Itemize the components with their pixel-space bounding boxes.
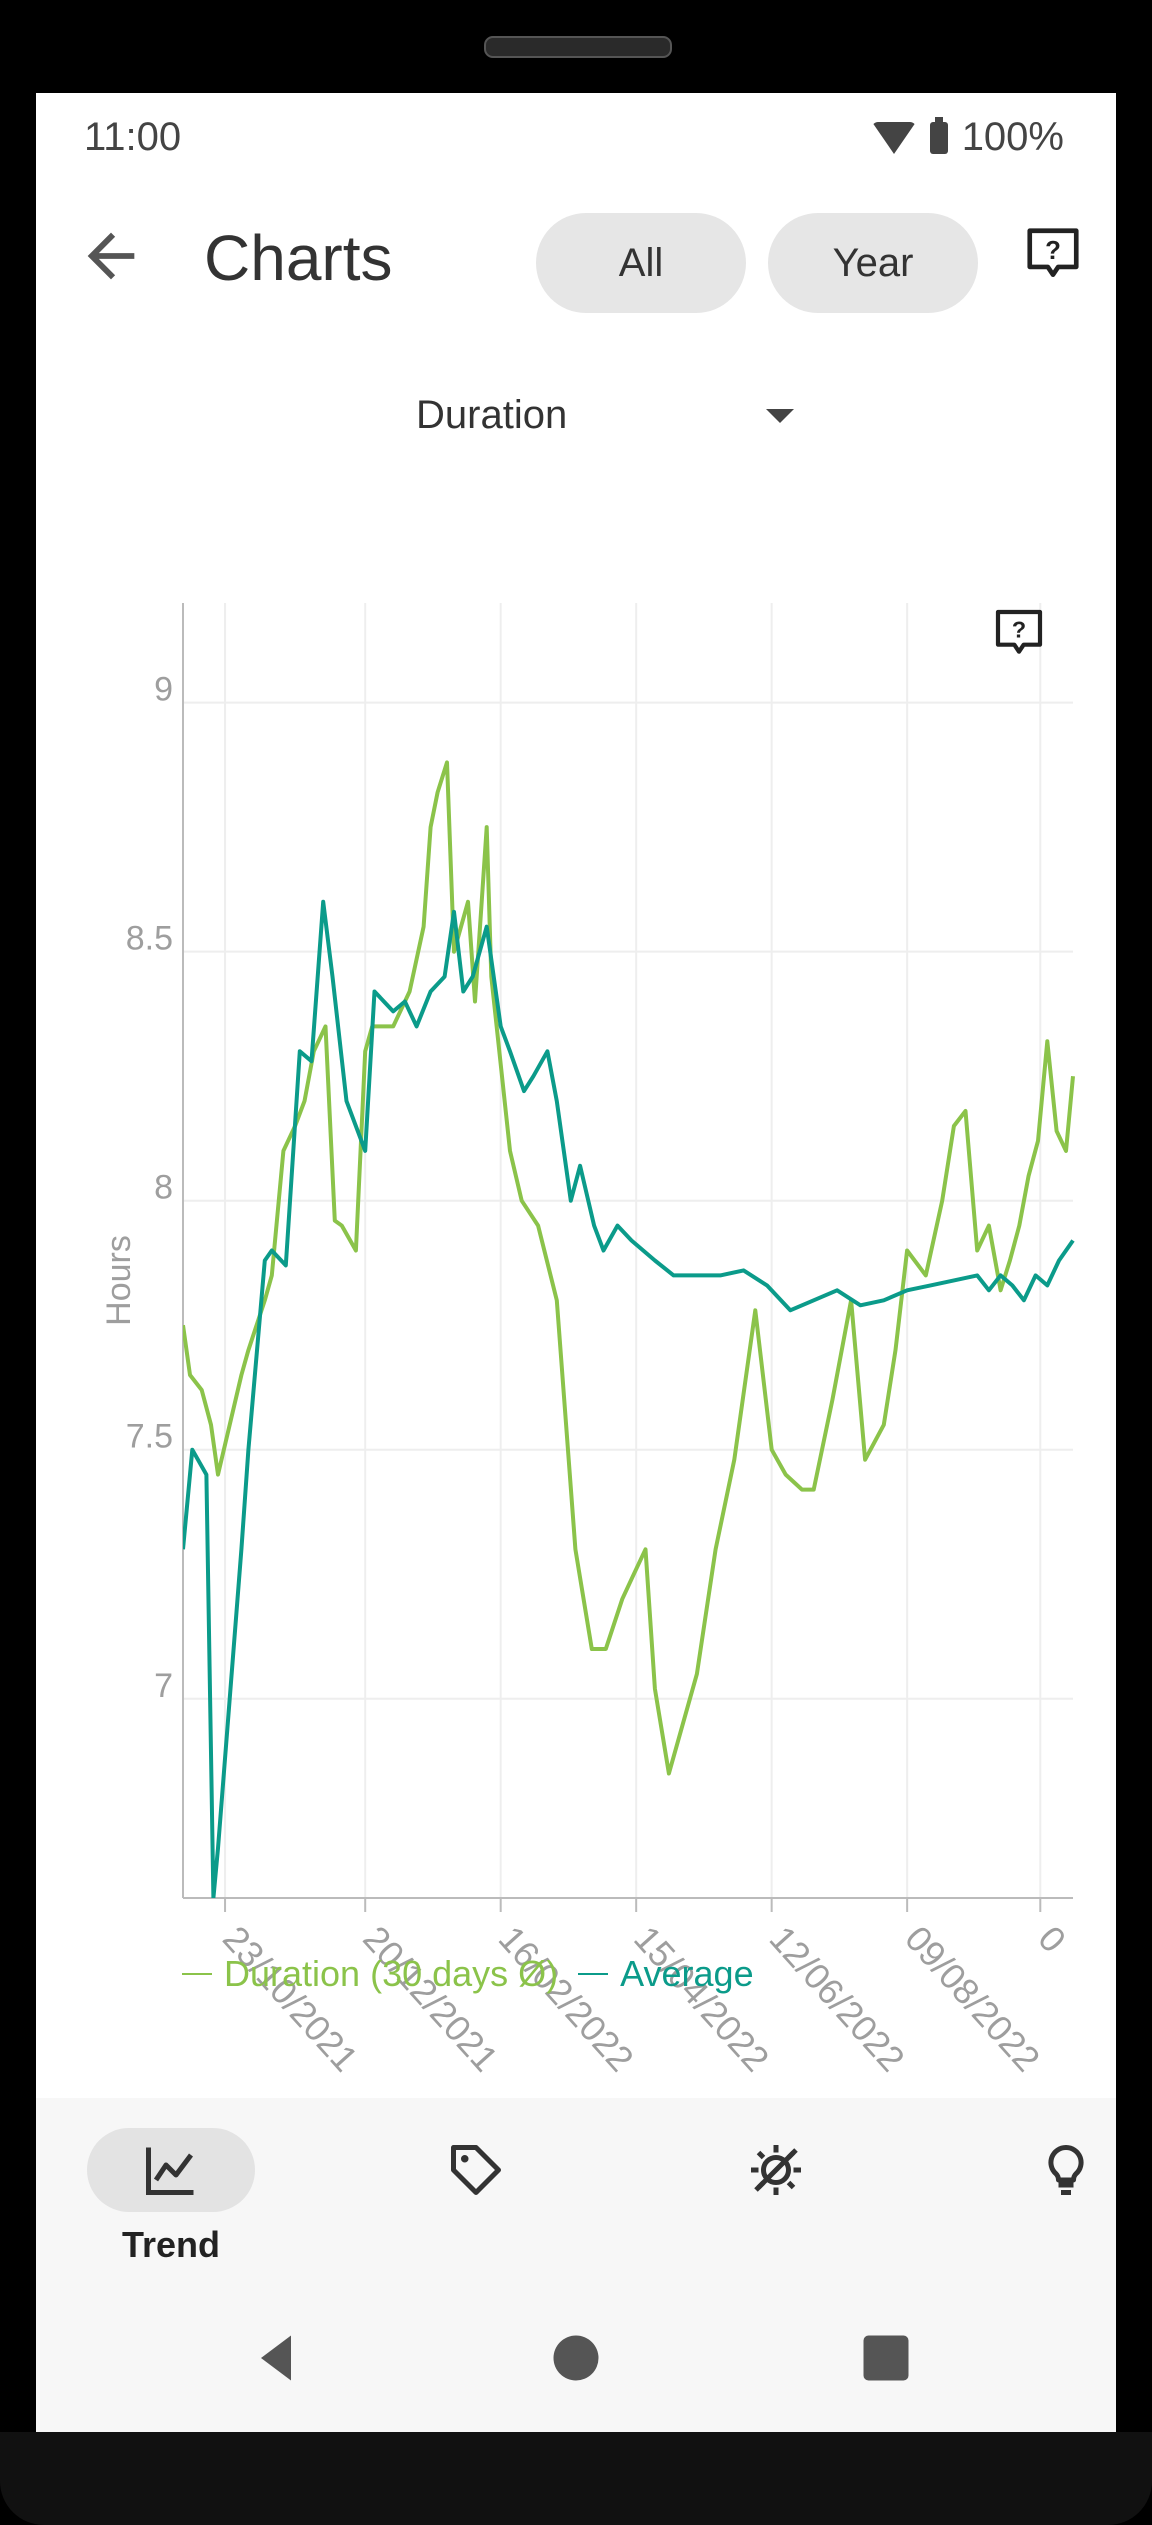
system-back-icon[interactable] [246,2328,306,2388]
x-tick-label-3: 15/04/2022 [626,1918,777,2079]
weather-icon [751,2145,801,2195]
x-tick-label-5: 09/08/2022 [897,1918,1048,2079]
status-bar: 11:00 100% [36,93,1116,183]
help-icon[interactable]: ? [1022,223,1084,285]
app-bar: Charts All Year ? [36,203,1116,313]
bottom-navigation: Trend [36,2098,1116,2432]
system-home-icon[interactable] [546,2328,606,2388]
legend-line-average [578,1973,609,1975]
series-line-0 [183,760,1075,1776]
x-tick-label-6: 0 [1030,1918,1074,1960]
y-axis-title: Hours [100,1235,138,1326]
x-tick-label-0: 23/10/2021 [215,1918,366,2079]
metric-dropdown[interactable]: Duration [416,383,816,463]
system-recents-icon[interactable] [856,2328,916,2388]
y-tick-label-0: 7 [154,1667,173,1705]
wifi-icon [871,121,916,154]
legend-line-duration [182,1973,212,1975]
tag-icon [451,2145,501,2195]
svg-text:?: ? [1045,237,1061,265]
svg-text:?: ? [1012,617,1026,643]
battery-icon [929,116,948,154]
chart-area: 7 7.5 8 8.5 9 Hours 23/10/2021 20/12/2021 16/02/… [36,493,1116,2093]
nav-pill-tags [392,2128,560,2212]
battery-percent: 100% [961,115,1064,159]
y-tick-label-2: 8 [154,1169,173,1207]
filter-year-button[interactable]: Year [768,213,978,313]
filter-all-button[interactable]: All [536,213,746,313]
chart-icon [146,2147,194,2195]
nav-pill-tips [982,2128,1116,2212]
nav-pill-trend [87,2128,255,2212]
nav-item-tags[interactable] [391,2128,561,2308]
bulb-icon [1048,2144,1084,2195]
speaker [484,36,672,58]
nav-label-trend: Trend [121,2224,220,2265]
series-line-1 [183,899,1075,1898]
status-icons: 100% [871,115,1064,160]
dropdown-arrow-icon [766,409,794,423]
legend-label-average: Average [620,1953,754,1994]
nav-item-trend[interactable]: Trend [86,2128,256,2308]
back-arrow-icon[interactable] [76,221,146,291]
y-tick-label-4: 9 [154,671,173,709]
bottom-bezel [0,2432,1152,2525]
y-tick-label-3: 8.5 [126,920,173,958]
x-tick-label-2: 16/02/2022 [491,1918,642,2079]
x-tick-label-1: 20/12/2021 [355,1918,506,2079]
screen: 11:00 100% Charts All Year ? Duration [36,93,1116,2432]
page-title: Charts [204,222,393,294]
chart-help-icon[interactable]: ? [991,605,1047,661]
nav-item-weather[interactable] [691,2128,861,2308]
dropdown-value: Duration [416,393,568,437]
y-tick-label-1: 7.5 [126,1418,173,1456]
x-tick-label-4: 12/06/2022 [762,1918,913,2079]
legend-label-duration: Duration (30 days Ø) [224,1953,559,1994]
chart-legend: Duration (30 days Ø) Average [182,1953,754,1995]
trend-chart: 7 7.5 8 8.5 9 Hours 23/10/202120/12/202116/02/… [100,603,1075,2079]
nav-item-tips[interactable] [981,2128,1116,2308]
nav-pill-weather [692,2128,860,2212]
status-time: 11:00 [84,115,182,159]
